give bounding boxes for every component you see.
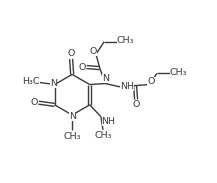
Text: O: O [90,46,97,55]
Text: CH₃: CH₃ [170,68,187,77]
Text: CH₃: CH₃ [63,132,81,141]
Text: O: O [132,100,140,109]
Text: O: O [30,98,38,107]
Text: N: N [69,112,76,121]
Text: NH: NH [120,82,134,91]
Text: CH₃: CH₃ [117,36,134,45]
Text: N: N [50,79,57,88]
Text: O: O [147,77,155,86]
Text: O: O [67,49,75,58]
Text: H₃C: H₃C [22,77,40,86]
Text: NH: NH [102,117,115,126]
Text: O: O [78,63,85,72]
Text: CH₃: CH₃ [94,131,112,140]
Text: N: N [102,74,109,83]
